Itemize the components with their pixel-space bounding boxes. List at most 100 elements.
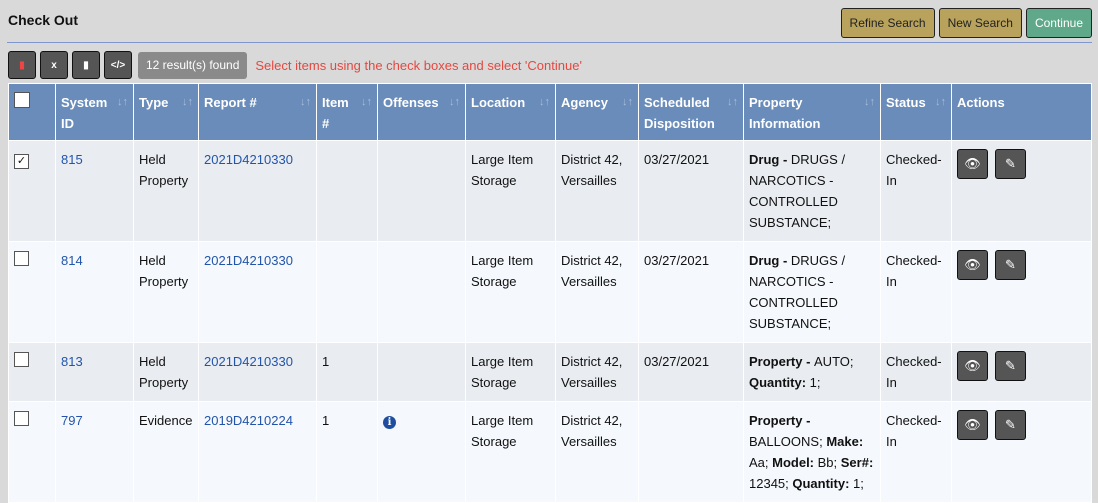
row-checkbox[interactable] <box>14 411 29 426</box>
column-header: Actions <box>951 83 1092 141</box>
file-export-button[interactable]: ▮ <box>72 51 100 79</box>
sort-icon[interactable]: ↓↑ <box>182 96 193 108</box>
result-count: 12 result(s) found <box>138 51 248 79</box>
column-label: Actions <box>957 95 1005 110</box>
sort-icon[interactable]: ↓↑ <box>539 96 550 108</box>
eye-icon: 👁 <box>964 417 981 432</box>
report-link[interactable]: 2021D4210330 <box>204 354 293 369</box>
property-label: Drug - <box>749 253 791 268</box>
info-icon[interactable]: i <box>383 416 396 429</box>
excel-export-button[interactable]: x <box>40 51 68 79</box>
sort-icon[interactable]: ↓↑ <box>361 96 372 108</box>
type-cell: Held Property <box>133 241 199 343</box>
new-search-button[interactable]: New Search <box>938 8 1022 38</box>
sort-icon[interactable]: ↓↑ <box>449 96 460 108</box>
report-cell: 2021D4210330 <box>198 241 317 343</box>
select-cell <box>8 401 56 503</box>
property-label: Quantity: <box>792 476 854 491</box>
view-button[interactable]: 👁 <box>957 351 988 381</box>
column-header[interactable]: Status ↓↑ <box>880 83 952 141</box>
column-label: Report # <box>204 95 257 110</box>
view-button[interactable]: 👁 <box>957 410 988 440</box>
table-row: 797 Evidence 2019D4210224 1 i Large Item… <box>8 401 1092 503</box>
system-id-cell: 814 <box>55 241 134 343</box>
location-cell: Large Item Storage <box>465 342 556 402</box>
column-header[interactable]: Agency ↓↑ <box>555 83 639 141</box>
view-button[interactable]: 👁 <box>957 250 988 280</box>
location-cell: Large Item Storage <box>465 401 556 503</box>
sort-icon[interactable]: ↓↑ <box>864 96 875 108</box>
continue-button[interactable]: Continue <box>1025 8 1092 38</box>
select-all-header <box>8 83 56 141</box>
item-cell <box>316 140 378 242</box>
report-cell: 2021D4210330 <box>198 342 317 402</box>
sort-icon[interactable]: ↓↑ <box>935 96 946 108</box>
column-header[interactable]: Location ↓↑ <box>465 83 556 141</box>
edit-button[interactable]: ✎ <box>995 250 1026 280</box>
column-header[interactable]: Scheduled Disposition ↓↑ <box>638 83 744 141</box>
edit-button[interactable]: ✎ <box>995 149 1026 179</box>
report-link[interactable]: 2021D4210330 <box>204 253 293 268</box>
results-table: System ID ↓↑ Type ↓↑ Report # ↓↑ Item # ↓↑ Offen… <box>8 83 1092 503</box>
column-header[interactable]: System ID ↓↑ <box>55 83 134 141</box>
system-id-link[interactable]: 815 <box>61 152 83 167</box>
property-label: Property - <box>749 354 815 369</box>
file-icon: ▮ <box>83 59 89 71</box>
report-link[interactable]: 2019D4210224 <box>204 413 293 428</box>
column-label: Agency <box>561 95 608 110</box>
divider <box>7 42 1092 43</box>
column-header[interactable]: Report # ↓↑ <box>198 83 317 141</box>
system-id-cell: 813 <box>55 342 134 402</box>
property-label: Model: <box>772 455 818 470</box>
agency-cell: District 42, Versailles <box>555 401 639 503</box>
status-cell: Checked-In <box>880 241 952 343</box>
column-label: Scheduled Disposition <box>644 95 715 131</box>
column-label: Type <box>139 95 169 110</box>
select-cell <box>8 342 56 402</box>
property-value: 1; <box>853 476 864 491</box>
column-label: Property Information <box>749 95 821 131</box>
column-header[interactable]: Offenses ↓↑ <box>377 83 466 141</box>
row-checkbox[interactable] <box>14 352 29 367</box>
code-export-button[interactable]: </> <box>104 51 132 79</box>
sort-icon[interactable]: ↓↑ <box>300 96 311 108</box>
pdf-icon: ▮ <box>19 59 25 71</box>
select-all-checkbox[interactable] <box>14 92 30 108</box>
system-id-link[interactable]: 813 <box>61 354 83 369</box>
report-link[interactable]: 2021D4210330 <box>204 152 293 167</box>
row-checkbox[interactable]: ✓ <box>14 154 29 169</box>
item-cell: 1 <box>316 342 378 402</box>
disposition-cell: 03/27/2021 <box>638 140 744 242</box>
code-icon: </> <box>110 59 126 71</box>
sort-icon[interactable]: ↓↑ <box>622 96 633 108</box>
pdf-export-button[interactable]: ▮ <box>8 51 36 79</box>
row-checkbox[interactable] <box>14 251 29 266</box>
edit-button[interactable]: ✎ <box>995 351 1026 381</box>
edit-button[interactable]: ✎ <box>995 410 1026 440</box>
property-label: Drug - <box>749 152 791 167</box>
instruction-message: Select items using the check boxes and s… <box>255 57 582 73</box>
column-header[interactable]: Type ↓↑ <box>133 83 199 141</box>
system-id-cell: 797 <box>55 401 134 503</box>
disposition-cell <box>638 401 744 503</box>
refine-search-button[interactable]: Refine Search <box>840 8 935 38</box>
property-value: 1; <box>809 375 821 390</box>
property-cell: Drug - DRUGS / NARCOTICS - CONTROLLED SU… <box>743 241 881 343</box>
type-cell: Evidence <box>133 401 199 503</box>
system-id-link[interactable]: 814 <box>61 253 83 268</box>
excel-icon: x <box>51 59 57 71</box>
property-cell: Drug - DRUGS / NARCOTICS - CONTROLLED SU… <box>743 140 881 242</box>
system-id-link[interactable]: 797 <box>61 413 83 428</box>
view-button[interactable]: 👁 <box>957 149 988 179</box>
property-label: Quantity: <box>749 375 810 390</box>
column-header[interactable]: Property Information ↓↑ <box>743 83 881 141</box>
disposition-cell: 03/27/2021 <box>638 342 744 402</box>
sort-icon[interactable]: ↓↑ <box>727 96 738 108</box>
column-header[interactable]: Item # ↓↑ <box>316 83 378 141</box>
property-value: DRUGS / NARCOTICS - CONTROLLED SUBSTANCE… <box>749 253 846 331</box>
table-row: 814 Held Property 2021D4210330 Large Ite… <box>8 241 1092 343</box>
actions-cell: 👁 ✎ <box>951 241 1092 343</box>
sort-icon[interactable]: ↓↑ <box>117 96 128 108</box>
status-cell: Checked-In <box>880 401 952 503</box>
actions-cell: 👁 ✎ <box>951 342 1092 402</box>
